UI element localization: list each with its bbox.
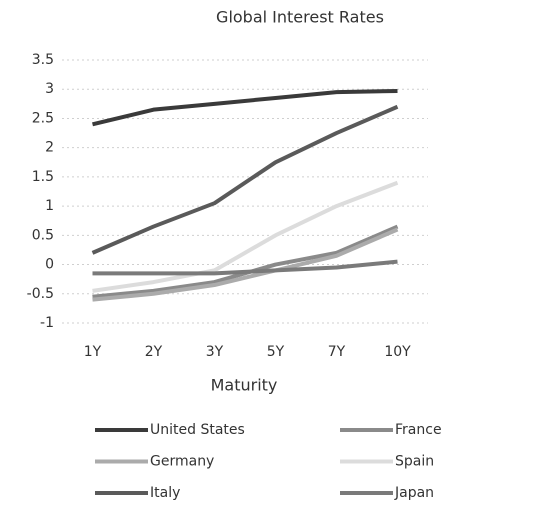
y-tick-label: 2 — [45, 140, 54, 156]
y-tick-label: 1 — [45, 198, 54, 214]
legend-label: France — [395, 422, 442, 438]
y-tick-label: -1 — [40, 315, 54, 331]
y-tick-label: 2.5 — [32, 110, 54, 126]
y-tick-label: -0.5 — [27, 286, 54, 302]
y-tick-label: 3.5 — [32, 52, 54, 68]
x-tick-label: 1Y — [84, 344, 102, 360]
series-line — [92, 227, 399, 302]
x-tick-label: 2Y — [145, 344, 163, 360]
series-line — [91, 104, 399, 255]
legend-label: Spain — [395, 454, 434, 470]
series-line — [92, 180, 399, 293]
x-tick-label: 10Y — [384, 344, 411, 360]
series-line — [92, 88, 398, 127]
chart-title: Global Interest Rates — [216, 8, 384, 27]
legend-label: United States — [150, 422, 245, 438]
y-tick-label: 1.5 — [32, 169, 54, 185]
legend-label: Germany — [150, 454, 214, 470]
legend-label: Italy — [150, 485, 180, 501]
legend-label: Japan — [394, 485, 434, 501]
x-tick-label: 3Y — [206, 344, 224, 360]
x-tick-label: 7Y — [328, 344, 346, 360]
series-line — [92, 259, 398, 276]
x-tick-label: 5Y — [267, 344, 285, 360]
y-tick-label: 0.5 — [32, 227, 54, 243]
y-tick-label: 0 — [45, 257, 54, 273]
y-tick-label: 3 — [45, 81, 54, 97]
x-axis-label: Maturity — [211, 376, 278, 395]
